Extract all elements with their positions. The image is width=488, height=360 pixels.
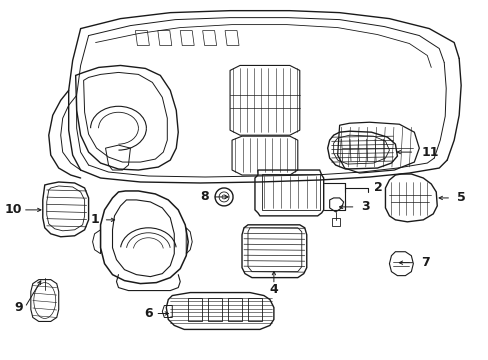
Text: 8: 8 xyxy=(200,190,208,203)
Text: 10: 10 xyxy=(4,203,21,216)
Text: 11: 11 xyxy=(421,145,438,159)
Text: 4: 4 xyxy=(269,283,278,296)
Text: 6: 6 xyxy=(144,307,152,320)
Text: 5: 5 xyxy=(456,192,465,204)
Text: 3: 3 xyxy=(361,201,369,213)
Text: 9: 9 xyxy=(15,301,23,314)
Text: 7: 7 xyxy=(421,256,429,269)
Text: 2: 2 xyxy=(373,181,382,194)
Text: 1: 1 xyxy=(90,213,99,226)
